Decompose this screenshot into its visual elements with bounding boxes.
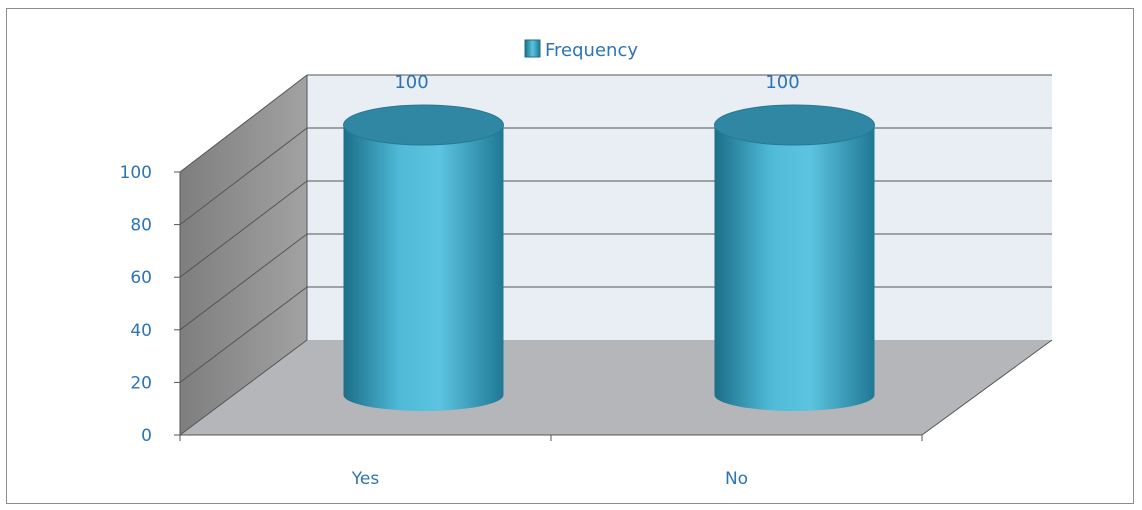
y-tick-label: 40	[130, 321, 152, 341]
legend-label: Frequency	[545, 40, 638, 61]
floor	[180, 340, 1052, 435]
y-tick-label: 20	[130, 373, 152, 393]
y-axis-ticks: 0 20 40 60 80 100	[120, 163, 180, 446]
y-tick-label: 60	[130, 268, 152, 288]
side-gridline	[179, 233, 308, 331]
bar	[714, 104, 875, 411]
side-gridline	[179, 127, 308, 225]
bar-body	[714, 125, 875, 411]
y-tick-label: 80	[130, 216, 152, 236]
bar-body	[343, 125, 504, 411]
side-gridline	[179, 286, 308, 383]
side-gridline	[179, 180, 308, 278]
bar-top	[714, 104, 875, 146]
bars	[343, 104, 875, 411]
data-label: 100	[394, 72, 428, 93]
x-axis-categories: Yes No	[179, 435, 923, 489]
side-wall	[180, 75, 307, 435]
legend-swatch	[524, 39, 541, 58]
side-gridline	[179, 74, 308, 173]
x-category-label: No	[725, 469, 748, 489]
bar-top	[343, 104, 504, 146]
y-tick-label: 100	[120, 163, 152, 183]
bar	[343, 104, 504, 411]
legend: Frequency	[524, 39, 638, 61]
x-category-label: Yes	[351, 469, 380, 489]
data-label: 100	[765, 72, 799, 93]
y-tick-label: 0	[141, 426, 152, 446]
floor-edge	[921, 339, 1053, 436]
floor-edge-left	[179, 339, 308, 436]
data-labels: 100 100	[394, 72, 799, 93]
